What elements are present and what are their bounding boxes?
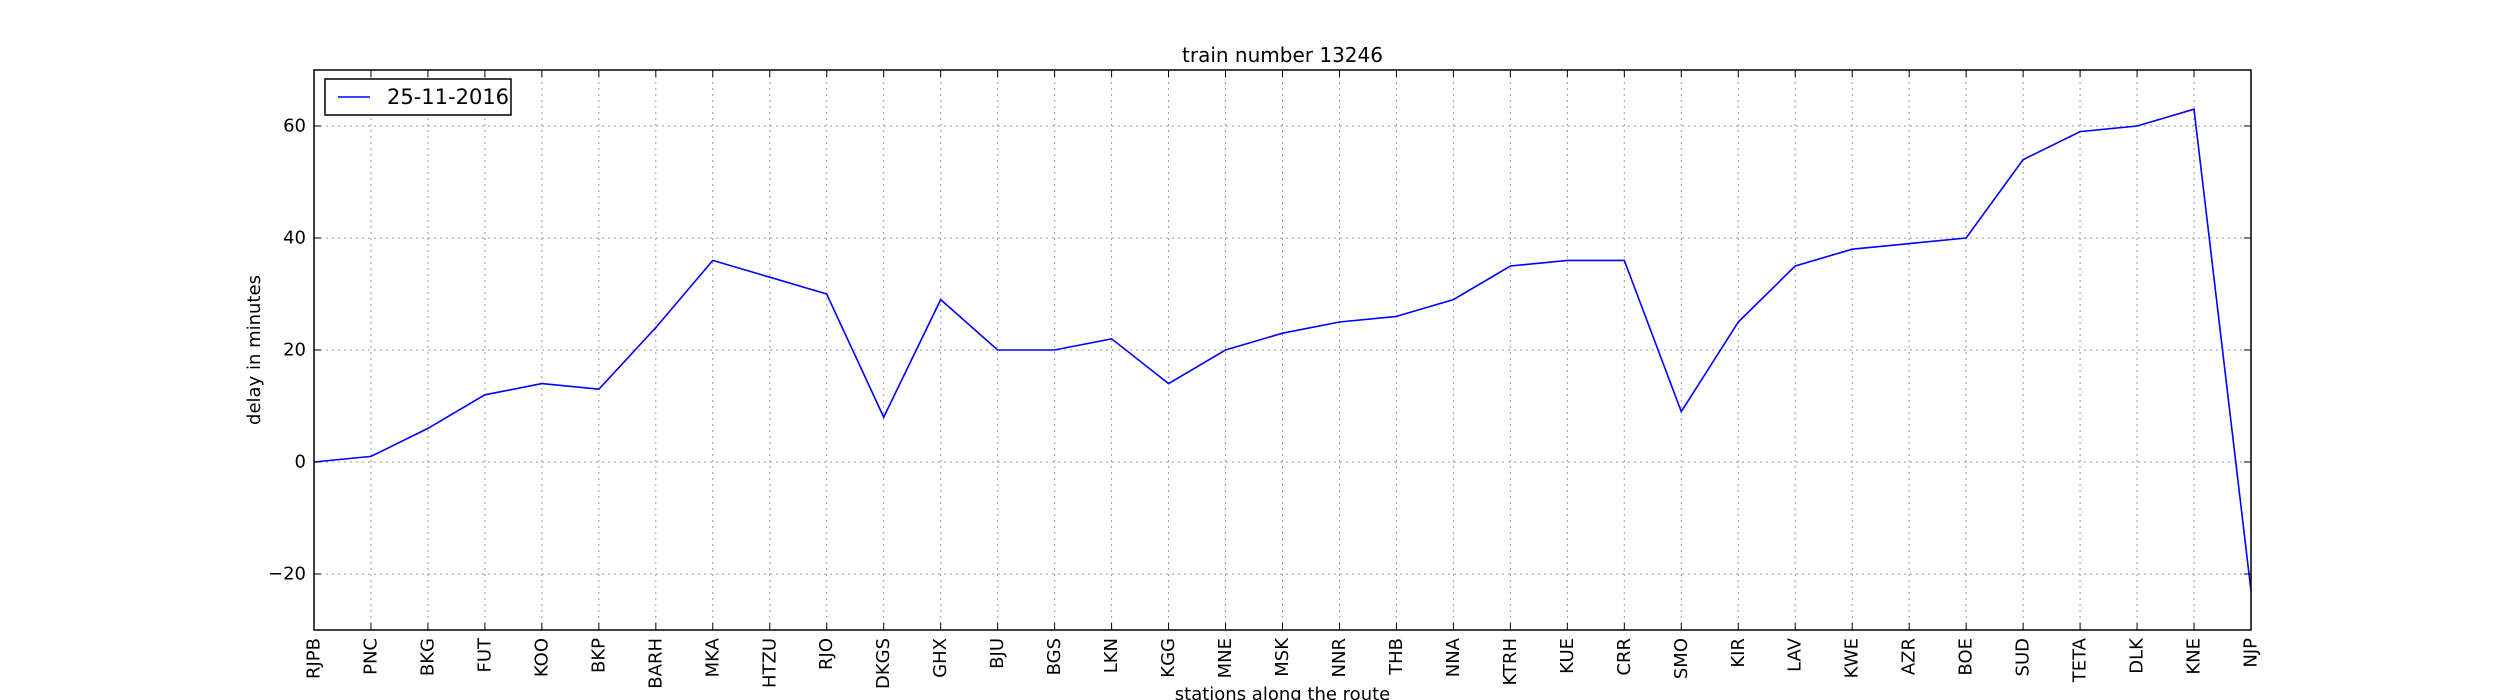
chart-title: train number 13246 (1182, 43, 1383, 67)
x-tick-label-nnr: NNR (1329, 638, 1350, 677)
grid-lines (313, 70, 2252, 630)
x-tick-label-mne: MNE (1215, 638, 1236, 678)
x-tick-label-thb: THB (1386, 638, 1407, 676)
x-tick-label-dkgs: DKGS (873, 638, 894, 689)
x-tick-label-lav: LAV (1785, 637, 1806, 672)
x-tick-label-kne: KNE (2184, 638, 2205, 675)
x-tick-label-bju: BJU (987, 638, 1008, 669)
x-tick-label-ktrh: KTRH (1500, 638, 1521, 685)
y-axis-title: delay in minutes (244, 275, 265, 425)
x-tick-label-bkp: BKP (588, 638, 609, 673)
x-tick-label-pnc: PNC (360, 638, 381, 675)
x-tick-label-lkn: LKN (1101, 638, 1122, 673)
x-tick-label-njp: NJP (2241, 638, 2262, 668)
legend-label: 25-11-2016 (387, 85, 509, 109)
x-axis-title: stations along the route (1175, 684, 1390, 700)
x-tick-label-barh: BARH (645, 638, 666, 689)
x-tick-label-kue: KUE (1557, 638, 1578, 674)
x-tick-label-teta: TETA (2070, 637, 2091, 683)
x-tick-label-fut: FUT (474, 637, 495, 673)
x-tick-label-htzu: HTZU (759, 638, 780, 688)
x-tick-label-koo: KOO (531, 638, 552, 677)
x-tick-label-kgg: KGG (1158, 638, 1179, 678)
x-tick-label-rjpb: RJPB (304, 638, 325, 679)
y-tick-label: −20 (268, 564, 306, 585)
y-tick-label: 0 (295, 452, 306, 473)
x-tick-label-bgs: BGS (1044, 638, 1065, 675)
x-tick-label-smo: SMO (1671, 638, 1692, 679)
x-tick-label-azr: AZR (1899, 638, 1920, 675)
y-tick-label: 20 (283, 340, 306, 361)
legend: 25-11-2016 (324, 78, 512, 116)
x-tick-label-kir: KIR (1728, 638, 1749, 668)
x-tick-label-dlk: DLK (2127, 637, 2148, 674)
y-tick-label: 40 (283, 228, 306, 249)
x-tick-label-kwe: KWE (1842, 638, 1863, 678)
series-line-25-11-2016 (313, 108, 2252, 591)
y-tick-label: 60 (283, 116, 306, 137)
x-tick-label-sud: SUD (2013, 638, 2034, 676)
x-tick-label-ghx: GHX (930, 638, 951, 678)
axis-ticks: RJPB PNC BKG FUT KOO BKP BARH MKA HTZU RJO DKGS GHX… (268, 70, 2262, 689)
x-tick-label-crr: CRR (1614, 638, 1635, 676)
x-tick-label-msk: MSK (1272, 637, 1293, 677)
x-tick-label-rjo: RJO (816, 638, 837, 670)
x-tick-label-mka: MKA (702, 637, 723, 677)
x-tick-label-nna: NNA (1443, 637, 1464, 677)
x-tick-label-boe: BOE (1956, 638, 1977, 676)
x-tick-label-bkg: BKG (417, 638, 438, 676)
